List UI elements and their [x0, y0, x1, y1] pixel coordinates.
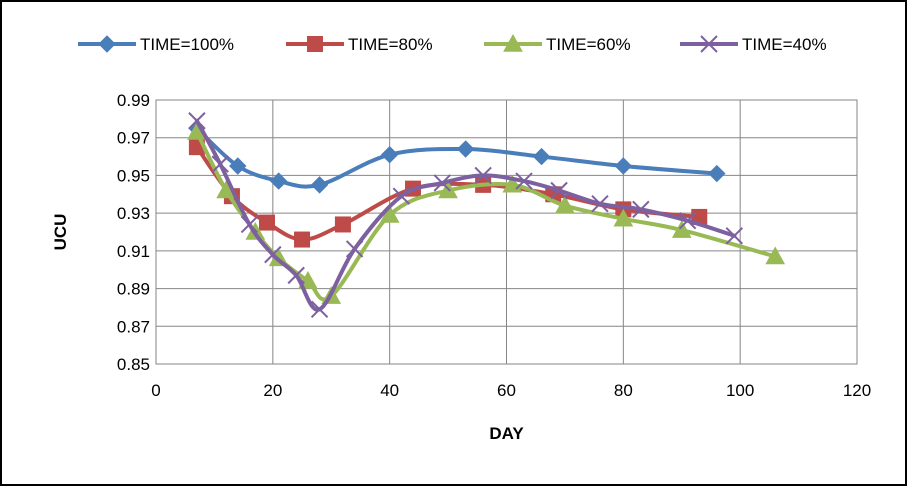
tick-labels: 0 20 40 60 80 100 120 0.85 0.87 0.89 0.91 0.93 0.95 0… [117, 91, 871, 400]
legend: TIME=100% TIME=80% TIME=60% TIME=40% [78, 33, 827, 54]
plot-area [155, 99, 858, 365]
series-line [194, 118, 737, 312]
data-point-x [678, 211, 697, 230]
data-point-x [345, 240, 364, 258]
data-point-x [433, 174, 451, 192]
y-tick-label: 0.87 [117, 317, 150, 336]
data-point-diamond [614, 157, 633, 175]
y-tick-label: 0.85 [117, 355, 150, 374]
data-point-triangle [379, 204, 400, 223]
series-time-60 [187, 122, 786, 304]
gridlines [155, 99, 858, 365]
data-point-diamond [229, 157, 247, 175]
data-point-diamond [380, 145, 399, 164]
legend-item: TIME=60% [484, 33, 631, 54]
legend-label: TIME=80% [348, 35, 433, 54]
data-point-x [264, 245, 282, 264]
legend-label: TIME=40% [742, 35, 827, 54]
x-tick-label: 100 [726, 381, 754, 400]
x-tick-label: 0 [151, 381, 160, 400]
series-line [194, 126, 719, 189]
data-point-x [632, 200, 650, 219]
data-point-x [515, 172, 533, 190]
series-time-40 [188, 112, 744, 319]
data-point-square [334, 216, 351, 233]
data-point-triangle [555, 195, 575, 214]
legend-marker-x [700, 35, 718, 53]
y-tick-label: 0.97 [117, 129, 150, 148]
data-point-triangle [613, 208, 634, 227]
data-point-square [258, 214, 275, 231]
y-tick-label: 0.95 [117, 166, 150, 185]
data-point-x [211, 155, 229, 173]
data-point-x [287, 266, 305, 285]
data-point-x [188, 112, 206, 130]
data-point-triangle [671, 220, 692, 238]
y-tick-label: 0.93 [117, 204, 150, 223]
x-tick-label: 20 [263, 381, 282, 400]
data-point-x [392, 187, 411, 205]
data-point-x [474, 166, 492, 185]
data-point-diamond [269, 172, 288, 190]
data-point-diamond [456, 140, 475, 158]
data-point-x [310, 300, 329, 319]
data-point-x [240, 215, 259, 234]
data-point-diamond [310, 176, 329, 194]
x-tick-label: 80 [614, 381, 633, 400]
y-tick-label: 0.89 [117, 280, 150, 299]
data-point-square [294, 231, 311, 248]
data-point-x [725, 227, 744, 245]
legend-label: TIME=100% [140, 35, 234, 54]
legend-marker-triangle [503, 33, 523, 52]
data-point-x [591, 195, 609, 213]
legend-item: TIME=40% [680, 35, 827, 54]
x-tick-label: 120 [843, 381, 871, 400]
y-tick-label: 0.99 [117, 91, 150, 110]
legend-marker-diamond [98, 35, 116, 53]
data-point-triangle [765, 246, 786, 265]
legend-label: TIME=60% [546, 35, 631, 54]
data-point-x [550, 181, 568, 200]
y-tick-label: 0.91 [117, 242, 150, 261]
x-axis-title: DAY [489, 424, 524, 443]
legend-item: TIME=80% [286, 35, 433, 54]
data-point-diamond [708, 164, 726, 183]
x-tick-label: 40 [380, 381, 399, 400]
series-layer [187, 112, 786, 319]
legend-item: TIME=100% [78, 35, 234, 54]
x-tick-label: 60 [497, 381, 516, 400]
data-point-diamond [532, 147, 551, 166]
legend-marker-square [307, 36, 323, 52]
y-axis-title: UCU [51, 214, 70, 251]
